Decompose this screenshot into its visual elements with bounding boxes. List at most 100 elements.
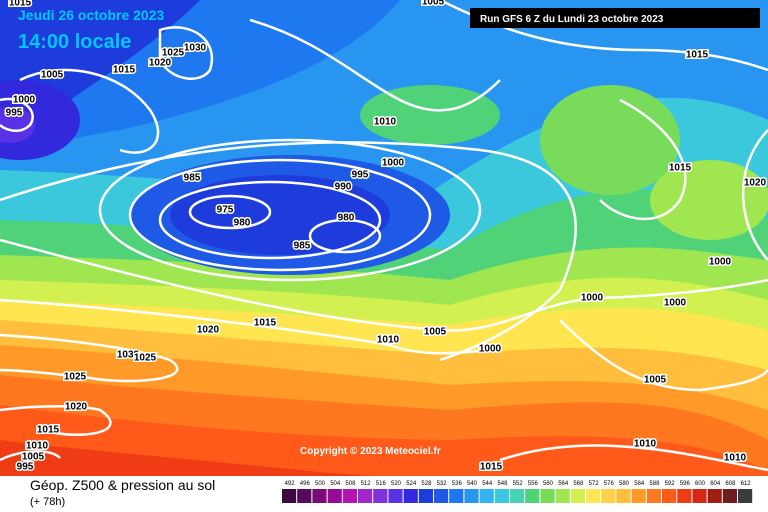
level-swatch xyxy=(525,489,540,503)
isobar-label: 975 xyxy=(217,205,234,216)
isobar-label: 1020 xyxy=(197,325,220,336)
isobar-label: 1000 xyxy=(709,257,732,268)
level-swatch xyxy=(646,489,661,503)
level-swatch xyxy=(722,489,737,503)
isobar-label: 1020 xyxy=(65,402,88,413)
level-swatch xyxy=(342,489,357,503)
isobar-label: 980 xyxy=(338,213,355,224)
isobar-label: 1015 xyxy=(9,0,32,9)
isobar-label: 1015 xyxy=(480,462,503,473)
isobar-label: 1010 xyxy=(374,117,397,128)
level-label: 592 xyxy=(665,481,676,487)
colorbar: 492 496 500 504 508 512 516 520 524 528 532 536 540 5… xyxy=(282,481,753,503)
level-swatch xyxy=(312,489,327,503)
level-label: 520 xyxy=(391,481,402,487)
level-swatch xyxy=(601,489,616,503)
level-label: 544 xyxy=(482,481,493,487)
isobar-label: 1005 xyxy=(644,375,667,386)
level-label: 576 xyxy=(604,481,615,487)
isobar-label: 1025 xyxy=(134,353,157,364)
level-swatch xyxy=(434,489,449,503)
level-label: 600 xyxy=(695,481,706,487)
isobar-label: 1000 xyxy=(13,95,36,106)
level-swatch xyxy=(616,489,631,503)
isobar-label: 1010 xyxy=(724,453,747,464)
isobar-labels: 1005101510301025102010151005100099510101… xyxy=(4,0,768,474)
isobar-label: 1010 xyxy=(634,439,657,450)
level-swatch xyxy=(738,489,753,503)
level-swatch xyxy=(418,489,433,503)
level-label: 608 xyxy=(725,481,736,487)
level-label: 500 xyxy=(315,481,326,487)
isobar-label: 1020 xyxy=(149,58,172,69)
isobar-label: 1020 xyxy=(744,178,767,189)
level-label: 532 xyxy=(437,481,448,487)
level-swatch xyxy=(327,489,342,503)
level-swatch xyxy=(677,489,692,503)
level-label: 588 xyxy=(649,481,660,487)
level-swatch xyxy=(494,489,509,503)
isobar-label: 1015 xyxy=(669,163,692,174)
isobar-label: 980 xyxy=(234,218,251,229)
level-label: 564 xyxy=(558,481,569,487)
isobar-label: 995 xyxy=(352,170,369,181)
level-label: 528 xyxy=(421,481,432,487)
legend-subtitle: (+ 78h) xyxy=(30,496,65,508)
level-swatch xyxy=(358,489,373,503)
level-swatch xyxy=(555,489,570,503)
level-label: 596 xyxy=(680,481,691,487)
isobar-label: 1030 xyxy=(117,350,140,361)
isobar-label: 1000 xyxy=(664,298,687,309)
level-label: 572 xyxy=(589,481,600,487)
date: Jeudi 26 octobre 2023 xyxy=(18,7,165,23)
isobar-label: 985 xyxy=(184,173,201,184)
isobar-label: 995 xyxy=(17,462,34,473)
isobar-label: 1010 xyxy=(26,441,49,452)
isobar-label: 1000 xyxy=(581,293,604,304)
isobar-label: 990 xyxy=(335,182,352,193)
isobar-label: 985 xyxy=(294,241,311,252)
level-swatch xyxy=(282,489,297,503)
isobar-label: 1000 xyxy=(382,158,405,169)
level-label: 580 xyxy=(619,481,630,487)
level-label: 512 xyxy=(361,481,372,487)
level-label: 492 xyxy=(285,481,296,487)
level-swatch xyxy=(403,489,418,503)
level-swatch xyxy=(479,489,494,503)
level-label: 604 xyxy=(710,481,721,487)
level-label: 540 xyxy=(467,481,478,487)
level-swatch xyxy=(449,489,464,503)
level-swatch xyxy=(662,489,677,503)
level-swatch xyxy=(373,489,388,503)
level-label: 508 xyxy=(345,481,356,487)
isobar-label: 1005 xyxy=(41,70,64,81)
isobar-label: 1015 xyxy=(254,318,277,329)
isobar-label: 1005 xyxy=(422,0,445,8)
isobar-label: 995 xyxy=(6,108,23,119)
isobar-label: 1000 xyxy=(479,344,502,355)
isobar-label: 1015 xyxy=(113,65,136,76)
level-swatch xyxy=(388,489,403,503)
level-label: 552 xyxy=(513,481,524,487)
level-label: 568 xyxy=(573,481,584,487)
level-swatch xyxy=(464,489,479,503)
isobar-label: 1015 xyxy=(686,50,709,61)
copyright: Copyright © 2023 Meteociel.fr xyxy=(300,446,441,457)
level-swatch xyxy=(510,489,525,503)
legend-title: Géop. Z500 & pression au sol xyxy=(30,477,215,493)
level-label: 524 xyxy=(406,481,417,487)
isobar-label: 1030 xyxy=(184,43,207,54)
run-info: Run GFS 6 Z du Lundi 23 octobre 2023 xyxy=(480,14,664,25)
level-label: 536 xyxy=(452,481,463,487)
isobar-label: 1015 xyxy=(37,425,60,436)
isobar-label: 1005 xyxy=(424,327,447,338)
level-swatch xyxy=(631,489,646,503)
level-label: 516 xyxy=(376,481,387,487)
level-swatch xyxy=(570,489,585,503)
time: 14:00 locale xyxy=(18,31,131,53)
level-label: 584 xyxy=(634,481,645,487)
isobar-label: 1010 xyxy=(377,335,400,346)
level-label: 560 xyxy=(543,481,554,487)
